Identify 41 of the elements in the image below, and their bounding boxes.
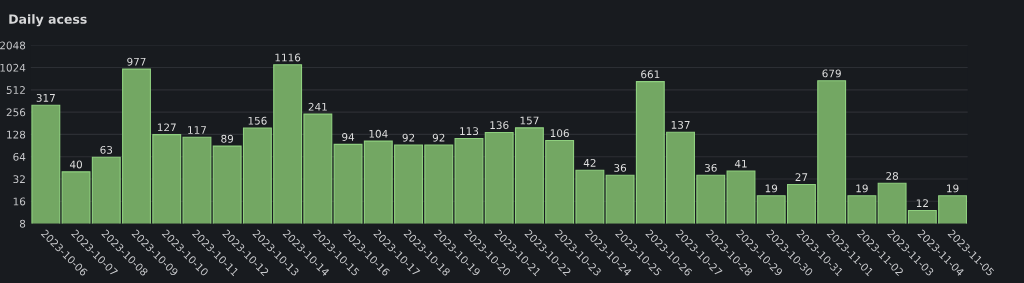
data-label: 106 — [550, 129, 569, 138]
data-label: 19 — [765, 184, 778, 193]
data-label: 28 — [886, 172, 899, 180]
data-label: 36 — [614, 163, 627, 172]
data-label: 104 — [369, 129, 388, 138]
y-tick-label: 32 — [13, 175, 25, 184]
data-label: 42 — [583, 158, 596, 167]
data-label: 117 — [188, 126, 207, 134]
y-tick-label: 128 — [7, 130, 26, 139]
data-label: 19 — [856, 184, 868, 193]
data-label: 63 — [100, 145, 113, 154]
data-label: 12 — [916, 199, 928, 207]
y-tick-label: 2048 — [0, 41, 26, 50]
y-tick-label: 64 — [13, 152, 26, 161]
data-label: 27 — [795, 173, 808, 181]
data-label: 1116 — [275, 53, 301, 62]
data-label: 317 — [36, 93, 55, 102]
data-label: 41 — [734, 159, 747, 168]
chart-title: Daily acess — [9, 14, 87, 27]
y-tick-label: 16 — [13, 197, 26, 206]
data-label: 661 — [641, 70, 660, 79]
data-label: 92 — [402, 133, 415, 142]
data-label: 977 — [127, 57, 146, 66]
data-label: 137 — [671, 120, 690, 129]
data-label: 113 — [460, 127, 479, 136]
data-label: 156 — [248, 116, 267, 125]
data-label: 19 — [947, 184, 959, 193]
y-tick-label: 512 — [6, 86, 25, 94]
data-label: 94 — [342, 133, 355, 141]
data-label: 136 — [490, 121, 509, 130]
data-label: 241 — [308, 102, 327, 111]
data-label: 157 — [520, 116, 539, 125]
y-tick-label: 8 — [19, 219, 26, 228]
data-label: 36 — [704, 163, 717, 172]
data-label: 89 — [221, 134, 234, 143]
data-label: 92 — [432, 133, 445, 142]
data-label: 679 — [822, 69, 841, 78]
y-tick-label: 1024 — [0, 63, 26, 72]
data-label: 127 — [157, 123, 176, 132]
data-label: 40 — [69, 160, 82, 169]
y-tick-label: 256 — [6, 108, 26, 117]
